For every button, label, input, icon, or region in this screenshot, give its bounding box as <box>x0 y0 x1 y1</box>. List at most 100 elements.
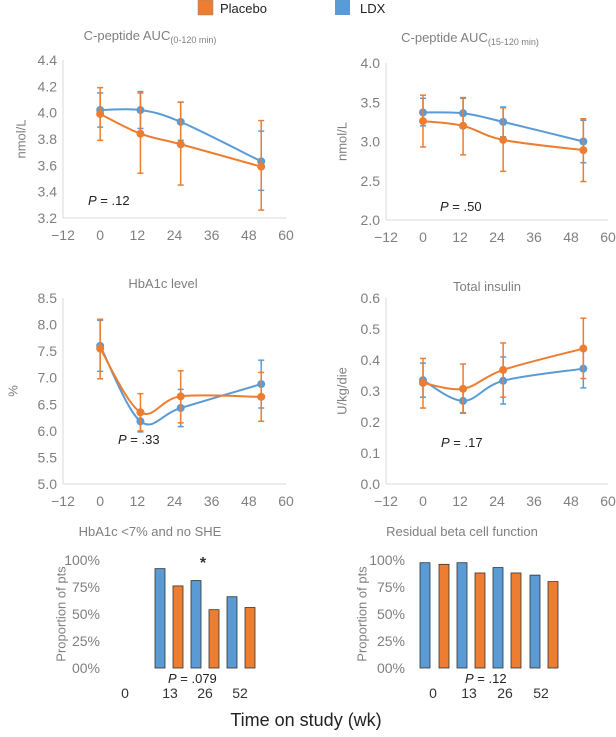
y-tick-label: 0.4 <box>361 352 381 368</box>
x-tick-label: 13 <box>162 685 178 701</box>
y-tick-label: 4.0 <box>38 105 58 121</box>
x-tick-label: 60 <box>600 229 616 245</box>
y-tick-label: 100% <box>64 552 100 568</box>
data-point <box>96 109 105 118</box>
x-tick-label: 48 <box>241 493 257 509</box>
y-tick-label: 6.0 <box>38 423 58 439</box>
y-tick-label: 0.6 <box>361 290 381 306</box>
series-line <box>422 367 584 402</box>
series-line <box>99 347 262 415</box>
x-tick-label: 48 <box>563 229 579 245</box>
p-value-text: = .12 <box>97 193 130 208</box>
y-tick-label: 3.6 <box>38 157 58 173</box>
x-tick-label: −12 <box>51 493 75 509</box>
legend-swatch-placebo <box>197 0 214 16</box>
p-value-text: = .50 <box>449 199 482 214</box>
p-value-annotation: P = .17 <box>441 435 483 450</box>
p-value-annotation: P = .33 <box>118 432 160 447</box>
p-value-annotation: P = .12 <box>88 193 130 208</box>
series-line <box>422 347 584 391</box>
y-tick-label: 75% <box>377 579 405 595</box>
x-tick-label: 60 <box>278 227 294 243</box>
y-tick-label: 0.0 <box>361 476 381 492</box>
chart-title-subscript: (0-120 min) <box>170 35 216 45</box>
bar-ldx <box>456 562 468 669</box>
y-tick-label: 3.4 <box>38 184 58 200</box>
y-axis-label: Proportion of pts <box>354 566 369 662</box>
x-tick-label: 36 <box>526 229 542 245</box>
y-tick-label: 7.0 <box>38 370 58 386</box>
chart-title: C-peptide AUC(15-120 min) <box>401 30 539 47</box>
x-tick-label: −12 <box>374 229 398 245</box>
y-tick-label: 00% <box>377 660 405 676</box>
data-point <box>579 146 588 155</box>
y-tick-label: 8.0 <box>38 317 58 333</box>
x-tick-label: 52 <box>232 685 248 701</box>
legend-swatch-ldx <box>335 0 350 15</box>
y-tick-label: 7.5 <box>38 343 58 359</box>
p-symbol: P <box>168 671 177 686</box>
series-line <box>422 111 584 143</box>
x-tick-label: 24 <box>489 493 505 509</box>
y-axis-label: U/kg/die <box>334 367 349 415</box>
bar-placebo <box>547 581 559 669</box>
x-tick-label: 0 <box>419 229 427 245</box>
x-tick-label: 36 <box>526 493 542 509</box>
y-tick-label: 50% <box>72 606 100 622</box>
x-tick-label: 52 <box>533 685 549 701</box>
x-tick-label: 12 <box>452 493 468 509</box>
y-tick-label: 25% <box>72 633 100 649</box>
x-tick-label: 48 <box>563 493 579 509</box>
x-tick-label: 24 <box>489 229 505 245</box>
p-symbol: P <box>465 671 474 686</box>
data-point <box>579 344 588 353</box>
y-tick-label: 0.2 <box>361 414 381 430</box>
x-tick-label: 48 <box>241 227 257 243</box>
data-point <box>499 365 508 374</box>
y-tick-label: 0.1 <box>361 445 381 461</box>
legend: Placebo LDX <box>197 0 386 16</box>
x-tick-label: 24 <box>167 493 183 509</box>
data-point <box>96 344 105 353</box>
p-symbol: P <box>440 199 449 214</box>
bar-ldx <box>529 574 541 669</box>
y-tick-label: 100% <box>369 552 405 568</box>
data-point <box>419 378 427 387</box>
x-tick-label: 0 <box>96 493 104 509</box>
y-tick-label: 3.0 <box>361 134 381 150</box>
data-point <box>257 392 266 401</box>
series-line <box>100 108 262 163</box>
chart-3: HbA1c level% 5.0 5.5 6.0 6.5 7.0 7.5 8.0 8.5 −12 0… <box>5 276 294 509</box>
y-tick-label: 4.2 <box>38 78 58 94</box>
x-tick-label: 60 <box>278 493 294 509</box>
p-value-text: = .12 <box>474 671 507 686</box>
bar-placebo <box>474 572 486 669</box>
bar-ldx <box>492 567 504 669</box>
y-tick-label: 5.5 <box>38 449 58 465</box>
y-tick-label: 75% <box>72 579 100 595</box>
y-tick-label: 00% <box>72 660 100 676</box>
series-placebo <box>96 318 266 432</box>
chart-title: HbA1c <7% and no SHE <box>79 524 222 539</box>
data-point <box>176 140 185 149</box>
p-value-text: = .17 <box>450 435 483 450</box>
data-point <box>136 129 145 138</box>
y-tick-label: 25% <box>377 633 405 649</box>
p-symbol: P <box>441 435 450 450</box>
chart-4: Total insulin U/kg/die 0.0 0.1 0.2 0.3 0.4 0.5 0… <box>334 279 616 509</box>
y-axis-label: % <box>5 385 20 397</box>
y-axis-label: Proportion of pts <box>53 566 68 662</box>
series-line <box>422 120 584 152</box>
x-tick-label: 24 <box>167 227 183 243</box>
data-point <box>176 392 185 401</box>
y-tick-label: 3.8 <box>38 131 58 147</box>
y-tick-label: 2.0 <box>361 212 381 228</box>
x-tick-label: 12 <box>130 227 146 243</box>
p-value-text: = .33 <box>127 432 160 447</box>
x-tick-label: 0 <box>96 227 104 243</box>
chart-6: Residual beta cell function Proportion of… <box>354 524 559 701</box>
x-tick-label: −12 <box>374 493 398 509</box>
y-axis-label: nmol/L <box>13 119 28 158</box>
series-line <box>99 345 262 426</box>
